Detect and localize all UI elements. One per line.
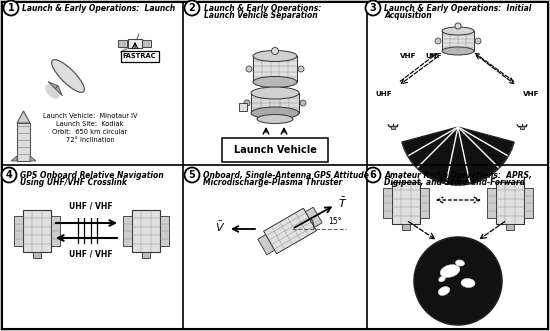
Bar (33, 252, 41, 258)
Text: UHF: UHF (426, 53, 442, 59)
Ellipse shape (257, 115, 293, 123)
Text: 72° inclination: 72° inclination (65, 137, 114, 143)
Text: Launch & Early Operations:  Initial: Launch & Early Operations: Initial (384, 4, 531, 13)
Text: $\bar{T}$: $\bar{T}$ (338, 196, 348, 210)
Circle shape (435, 38, 441, 44)
Circle shape (184, 1, 200, 16)
Circle shape (3, 1, 19, 16)
Bar (420, 188, 429, 218)
Polygon shape (11, 156, 17, 161)
Bar (222, 138, 328, 162)
Bar (142, 252, 150, 258)
Text: Amateur Radio Operations:  APRS,: Amateur Radio Operations: APRS, (384, 171, 532, 180)
Bar (392, 182, 420, 224)
Ellipse shape (442, 47, 474, 55)
Ellipse shape (440, 265, 460, 277)
Bar (118, 40, 127, 47)
Bar (160, 216, 169, 246)
Bar (487, 188, 496, 218)
Circle shape (414, 237, 502, 325)
Text: 4: 4 (6, 170, 12, 180)
Text: VHF: VHF (400, 53, 416, 59)
Wedge shape (402, 127, 514, 185)
Text: Using UHF/VHF Crosslink: Using UHF/VHF Crosslink (20, 178, 127, 187)
Circle shape (244, 100, 250, 106)
Bar (383, 188, 392, 218)
Ellipse shape (251, 107, 299, 119)
Text: Launch Site:  Kodiak: Launch Site: Kodiak (56, 121, 124, 127)
Bar (391, 126, 395, 129)
Text: 2: 2 (189, 3, 195, 13)
Bar (251, 93, 299, 113)
Bar (442, 31, 474, 51)
Text: Onboard, Single-Antenna GPS Attitude: Onboard, Single-Antenna GPS Attitude (203, 171, 369, 180)
Bar (132, 210, 160, 252)
Ellipse shape (251, 87, 299, 99)
Text: UHF / VHF: UHF / VHF (69, 250, 113, 259)
Bar (51, 216, 60, 246)
Text: Orbit:  650 km circular: Orbit: 650 km circular (52, 129, 128, 135)
Circle shape (475, 38, 481, 44)
Text: Digipeat, and Store-and-Forward: Digipeat, and Store-and-Forward (384, 178, 525, 187)
Text: 3: 3 (370, 3, 376, 13)
Ellipse shape (438, 287, 450, 296)
Ellipse shape (461, 278, 475, 288)
Bar (14, 216, 23, 246)
Circle shape (272, 48, 278, 55)
Text: Launch Vehicle:  Minotaur IV: Launch Vehicle: Minotaur IV (43, 113, 138, 119)
Circle shape (455, 23, 461, 29)
Circle shape (246, 66, 252, 72)
Text: Acquisition: Acquisition (384, 11, 432, 20)
Bar (305, 207, 322, 227)
Circle shape (366, 1, 381, 16)
Text: FASTRAC: FASTRAC (123, 53, 156, 59)
Bar (496, 182, 524, 224)
Text: Launch & Early Operations:: Launch & Early Operations: (204, 4, 321, 13)
Bar (402, 224, 410, 230)
Text: 6: 6 (370, 170, 376, 180)
Text: GPS Onboard Relative Navigation: GPS Onboard Relative Navigation (20, 171, 164, 180)
Text: UHF / VHF: UHF / VHF (69, 202, 113, 211)
Bar (258, 235, 274, 255)
Bar (524, 188, 533, 218)
Bar (142, 40, 151, 47)
Text: Launch & Early Operations:  Launch: Launch & Early Operations: Launch (22, 4, 175, 13)
Text: UHF: UHF (376, 91, 392, 97)
Bar (263, 208, 316, 254)
Ellipse shape (253, 51, 297, 62)
Polygon shape (30, 156, 36, 161)
Text: Launch Vehicle: Launch Vehicle (234, 145, 316, 155)
Bar (128, 39, 142, 48)
Text: VHF: VHF (522, 91, 539, 97)
Ellipse shape (45, 84, 60, 99)
FancyBboxPatch shape (120, 51, 158, 62)
Bar (123, 216, 132, 246)
Ellipse shape (442, 27, 474, 35)
Bar (520, 126, 524, 129)
Polygon shape (55, 86, 62, 96)
Circle shape (298, 66, 304, 72)
Circle shape (300, 100, 306, 106)
Polygon shape (17, 111, 30, 123)
Bar (17, 123, 30, 161)
Polygon shape (48, 82, 58, 89)
Bar (253, 56, 297, 82)
Ellipse shape (455, 260, 464, 266)
Text: $\bar{V}$: $\bar{V}$ (214, 220, 225, 234)
Ellipse shape (52, 60, 84, 92)
Ellipse shape (253, 76, 297, 87)
Text: Microdischarge-Plasma Thruster: Microdischarge-Plasma Thruster (203, 178, 342, 187)
Circle shape (2, 167, 16, 182)
Text: 1: 1 (8, 3, 14, 13)
Bar (239, 103, 247, 111)
Circle shape (184, 167, 200, 182)
Text: 15°: 15° (328, 217, 342, 226)
Bar (506, 224, 514, 230)
Circle shape (366, 167, 381, 182)
Ellipse shape (439, 276, 446, 282)
Bar (23, 210, 51, 252)
Text: 5: 5 (189, 170, 195, 180)
Text: Launch Vehicle Separation: Launch Vehicle Separation (204, 11, 318, 20)
